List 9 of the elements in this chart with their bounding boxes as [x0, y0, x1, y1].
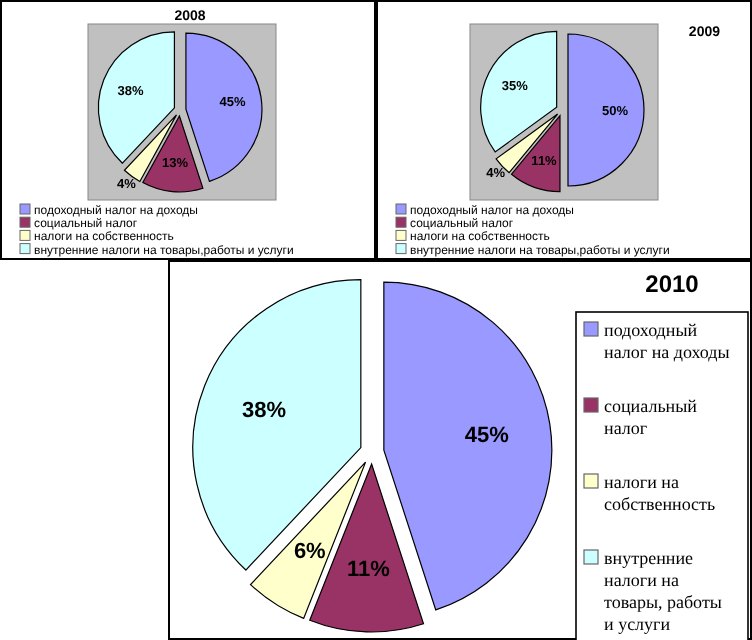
legend-label: внутренние налоги на товары, работы и услуги — [604, 548, 722, 634]
legend-label: подоходный налог на доходы — [604, 320, 730, 362]
chart-title: 2010 — [645, 270, 700, 298]
legend-label: социальный налог — [604, 396, 698, 438]
data-label: 11% — [346, 557, 391, 582]
legend-label: налоги на собственность — [604, 472, 716, 514]
data-label: 38% — [241, 398, 287, 423]
data-label: 45% — [464, 423, 510, 448]
data-label: 6% — [293, 539, 327, 564]
